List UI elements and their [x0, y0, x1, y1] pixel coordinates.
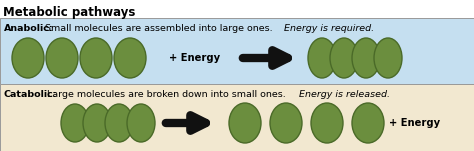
Ellipse shape [83, 104, 111, 142]
Ellipse shape [61, 104, 89, 142]
Text: Metabolic pathways: Metabolic pathways [3, 6, 136, 19]
Text: + Energy: + Energy [390, 118, 440, 128]
Ellipse shape [127, 104, 155, 142]
Bar [0, 84, 474, 151]
Ellipse shape [46, 38, 78, 78]
Text: Catabolic:: Catabolic: [4, 90, 57, 99]
Ellipse shape [12, 38, 44, 78]
Text: Large molecules are broken down into small ones.: Large molecules are broken down into sma… [44, 90, 289, 99]
Text: Energy is required.: Energy is required. [284, 24, 374, 33]
Text: Anabolic:: Anabolic: [4, 24, 54, 33]
Text: + Energy: + Energy [169, 53, 220, 63]
Ellipse shape [270, 103, 302, 143]
Ellipse shape [352, 38, 380, 78]
Ellipse shape [229, 103, 261, 143]
Ellipse shape [330, 38, 358, 78]
Ellipse shape [311, 103, 343, 143]
Bar [0, 18, 474, 84]
Ellipse shape [80, 38, 112, 78]
Ellipse shape [352, 103, 384, 143]
Ellipse shape [105, 104, 133, 142]
Text: Small molecules are assembled into large ones.: Small molecules are assembled into large… [42, 24, 275, 33]
Ellipse shape [374, 38, 402, 78]
Text: Energy is released.: Energy is released. [299, 90, 390, 99]
Ellipse shape [114, 38, 146, 78]
Ellipse shape [308, 38, 336, 78]
